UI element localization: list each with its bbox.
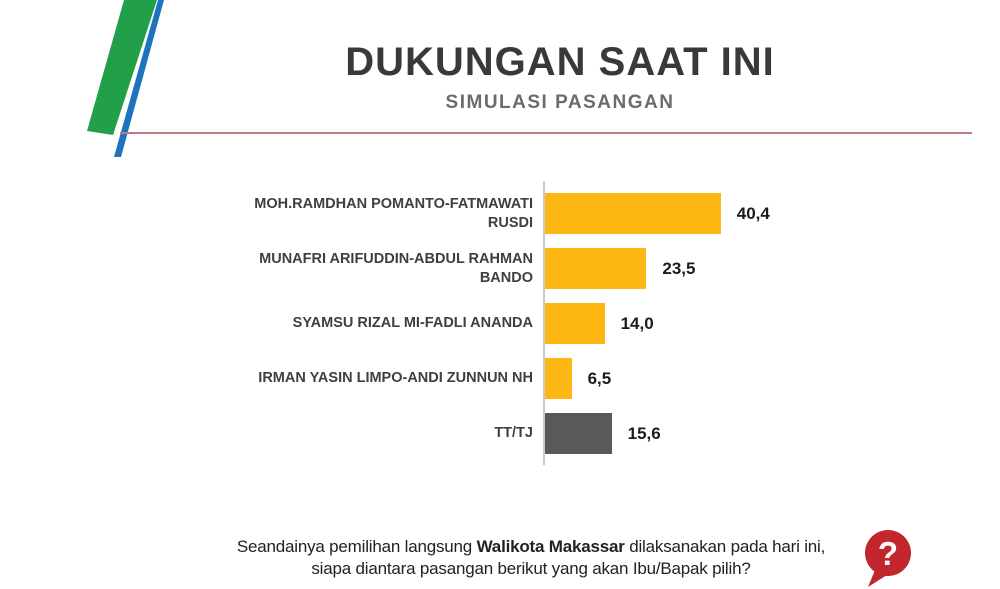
bar-chart: MOH.RAMDHAN POMANTO-FATMAWATI RUSDI 40,4 M…: [225, 181, 785, 465]
question-line1-bold: Walikota Makassar: [476, 537, 625, 556]
bar-track: 15,6: [543, 413, 661, 454]
question-bubble-tail: [868, 570, 887, 587]
question-line1-suffix: dilaksanakan pada hari ini,: [624, 537, 826, 556]
bar-track: 14,0: [543, 303, 654, 344]
page-subtitle: SIMULASI PASANGAN: [445, 92, 675, 113]
header: DUKUNGAN SAAT INI SIMULASI PASANGAN: [0, 40, 1000, 114]
bar-row: TT/TJ 15,6: [225, 406, 785, 461]
bar-value-label: 40,4: [736, 203, 770, 223]
question-line1: Seandainya pemilihan langsung Walikota M…: [62, 536, 1000, 558]
question-mark-glyph: ?: [878, 535, 898, 572]
logo-stripes: [87, 0, 164, 157]
bar: [543, 193, 721, 234]
bar-value-label: 14,0: [620, 313, 654, 333]
bar-track: 40,4: [543, 193, 770, 234]
bar-track: 6,5: [543, 358, 611, 399]
bar-category-label: MUNAFRI ARIFUDDIN-ABDUL RAHMAN BANDO: [259, 250, 533, 286]
bar-row: IRMAN YASIN LIMPO-ANDI ZUNNUN NH 6,5: [225, 351, 785, 406]
bar: [543, 358, 572, 399]
red-divider-line: [120, 132, 972, 134]
bar-row: SYAMSU RIZAL MI-FADLI ANANDA 14,0: [225, 296, 785, 351]
question-line1-prefix: Seandainya pemilihan langsung: [236, 537, 477, 556]
bar-track: 23,5: [543, 248, 695, 289]
bar-category-label: MOH.RAMDHAN POMANTO-FATMAWATI RUSDI: [254, 195, 533, 231]
chart-rows: MOH.RAMDHAN POMANTO-FATMAWATI RUSDI 40,4 M…: [225, 186, 785, 461]
blue-stripe-icon: [114, 0, 164, 157]
bar-category-label: IRMAN YASIN LIMPO-ANDI ZUNNUN NH: [258, 370, 533, 387]
bar-value-label: 23,5: [662, 258, 696, 278]
bar-category-label: SYAMSU RIZAL MI-FADLI ANANDA: [292, 315, 533, 332]
bar-value-label: 6,5: [587, 368, 612, 388]
bar-value-label: 15,6: [627, 423, 661, 443]
question-text: Seandainya pemilihan langsung Walikota M…: [0, 536, 1000, 580]
bar: [543, 303, 605, 344]
question-bubble-circle: [865, 530, 911, 576]
bar-category-label: TT/TJ: [494, 425, 533, 442]
green-stripe-icon: [87, 0, 157, 135]
chart-axis-line: [543, 181, 545, 465]
bar-row: MOH.RAMDHAN POMANTO-FATMAWATI RUSDI 40,4: [225, 186, 785, 241]
question-line2: siapa diantara pasangan berikut yang aka…: [311, 559, 751, 578]
page-title: DUKUNGAN SAAT INI: [345, 40, 775, 84]
bar: [543, 413, 612, 454]
bar: [543, 248, 647, 289]
bar-row: MUNAFRI ARIFUDDIN-ABDUL RAHMAN BANDO 23,5: [225, 241, 785, 296]
question-bubble-icon: ?: [865, 530, 911, 587]
